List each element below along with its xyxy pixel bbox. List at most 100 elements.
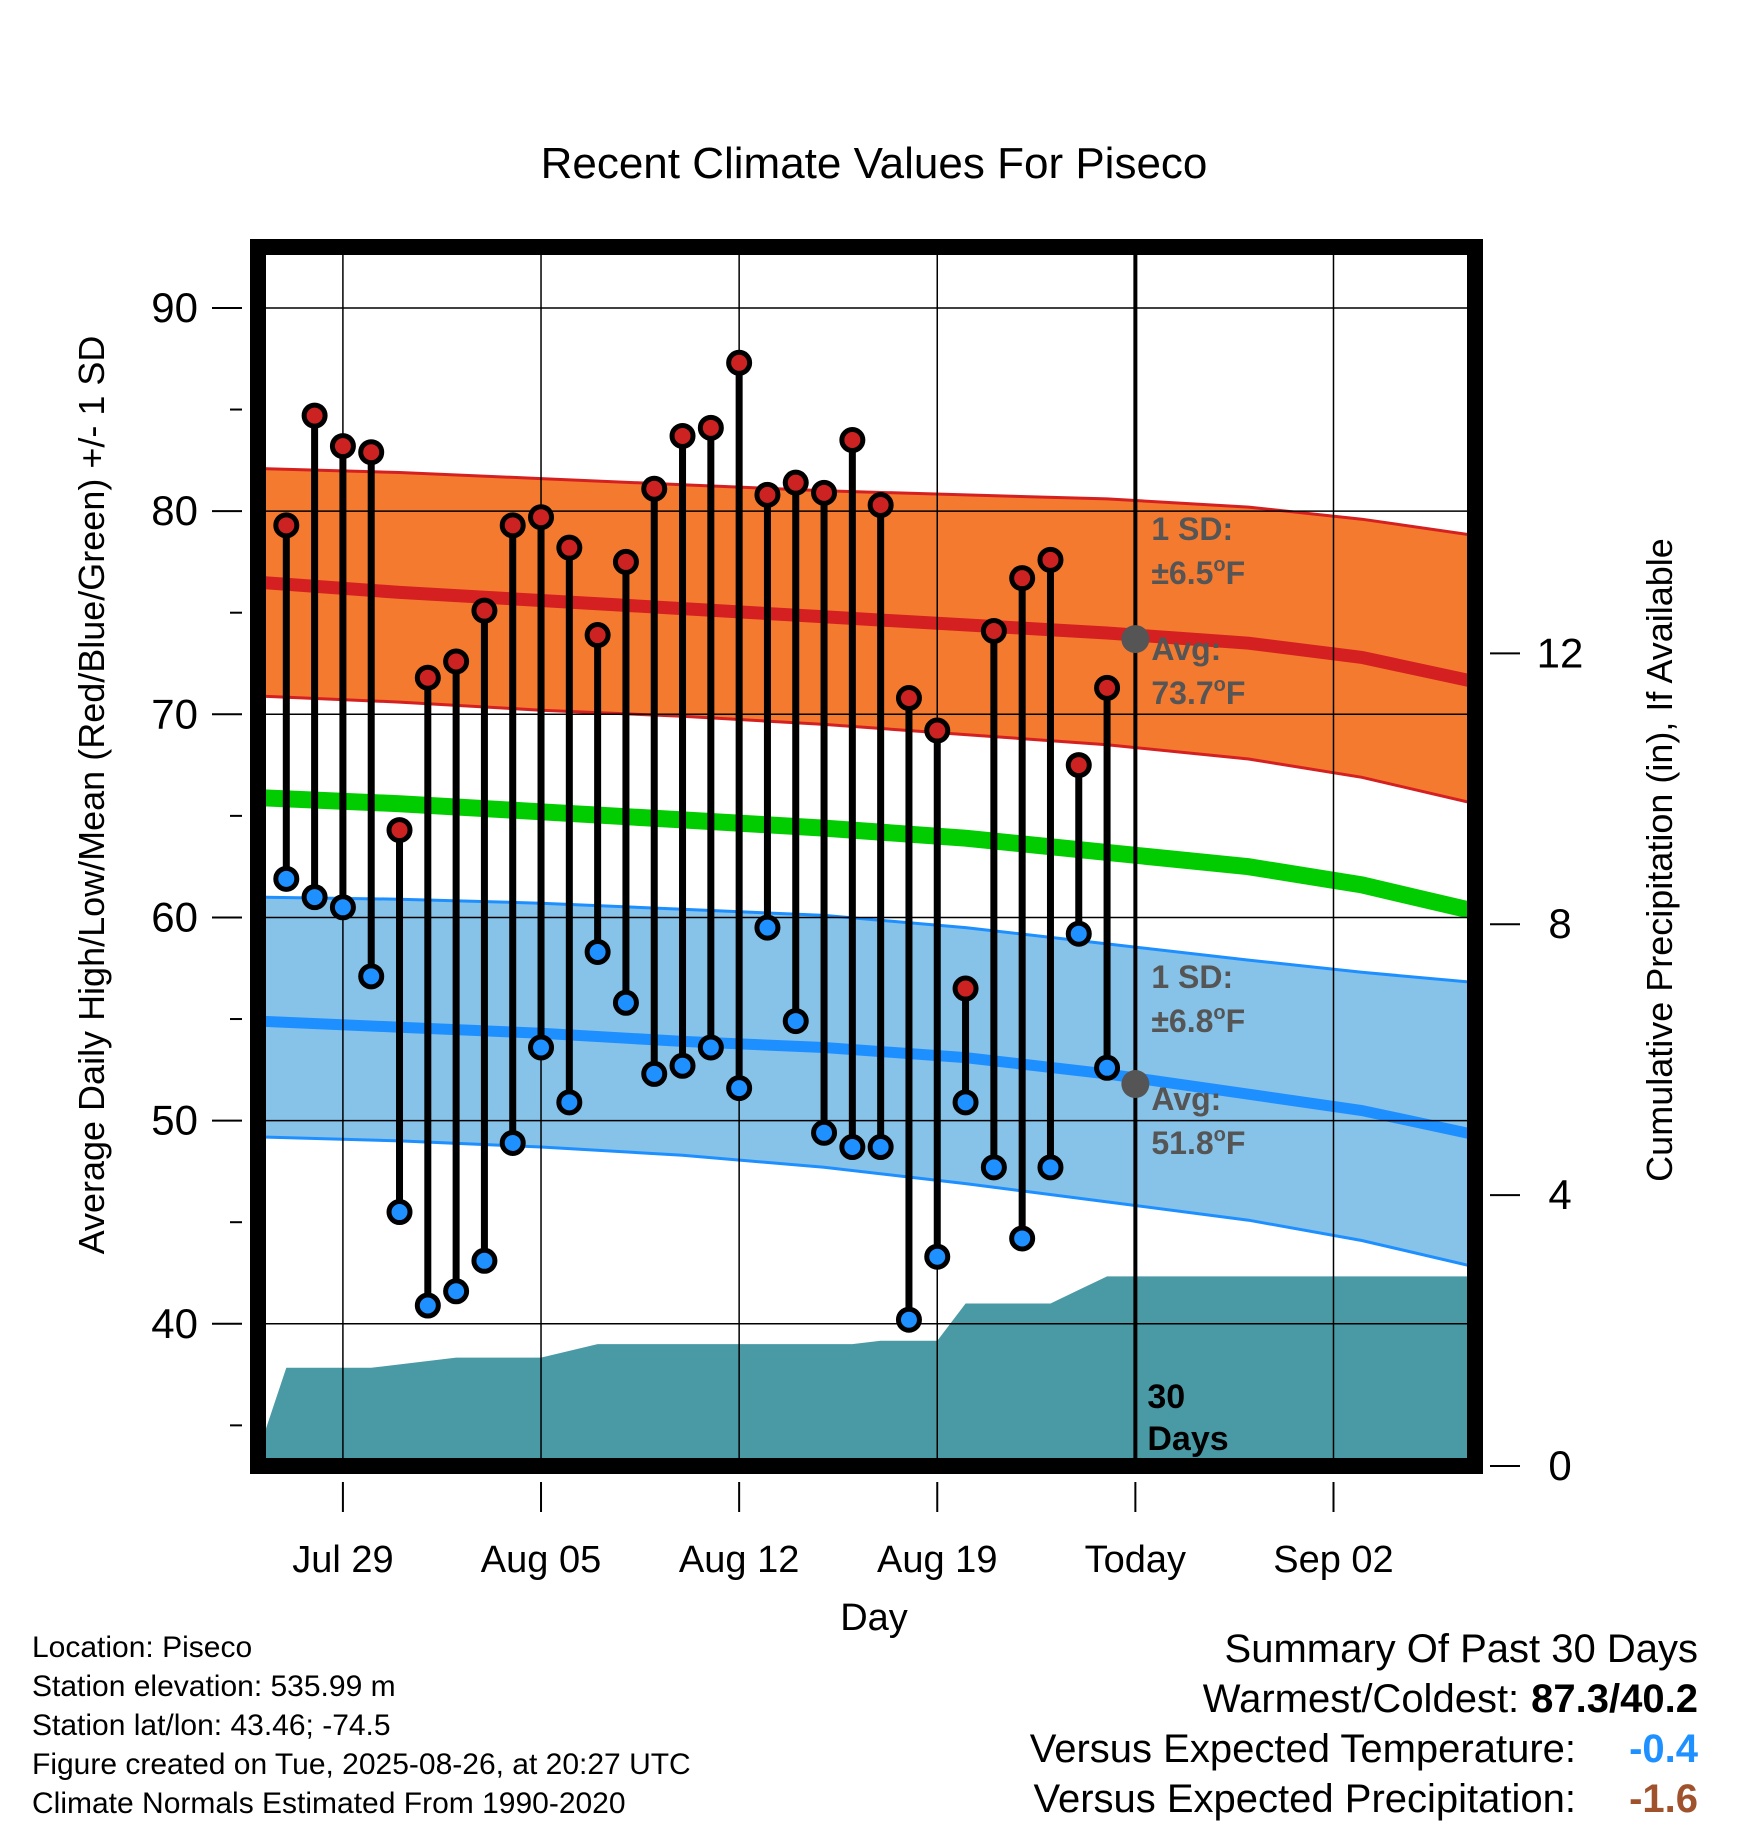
mean-normal-line bbox=[258, 789, 1475, 920]
high-point bbox=[414, 664, 441, 691]
low-sd-value: ±6.8oF bbox=[1151, 1002, 1245, 1039]
high-normal-line bbox=[258, 575, 1475, 689]
temp-label: Versus Expected Temperature: bbox=[1029, 1727, 1576, 1771]
y-tick-label: 90 bbox=[151, 284, 198, 331]
high-point bbox=[867, 492, 894, 519]
x-axis-ticks: Jul 29 Aug 05 Aug 12 Aug 19 Today Sep 02 bbox=[292, 1482, 1394, 1581]
low-point bbox=[1037, 1154, 1064, 1181]
warmest-label: Warmest/Coldest: bbox=[1202, 1677, 1520, 1721]
low-point bbox=[726, 1075, 753, 1102]
high-point bbox=[697, 414, 724, 441]
low-point bbox=[811, 1119, 838, 1146]
x-tick-label: Aug 19 bbox=[877, 1539, 997, 1581]
high-point bbox=[952, 975, 979, 1002]
low-point bbox=[273, 865, 300, 892]
low-normal-line bbox=[258, 1015, 1475, 1141]
high-point bbox=[273, 512, 300, 539]
low-point bbox=[1094, 1054, 1121, 1081]
high-point bbox=[528, 504, 555, 531]
y-tick-label: 40 bbox=[151, 1300, 198, 1347]
low-point bbox=[697, 1034, 724, 1061]
x-tick-label: Today bbox=[1085, 1539, 1186, 1581]
low-upper-edge bbox=[258, 895, 1475, 984]
high-point bbox=[641, 475, 668, 502]
temp-value: -0.4 bbox=[1629, 1727, 1698, 1771]
y2-axis-ticks: 0 4 8 12 bbox=[1490, 629, 1583, 1489]
low-point bbox=[612, 989, 639, 1016]
precip-row: Versus Expected Precipitation: -1.6 bbox=[1030, 1774, 1698, 1824]
high-point bbox=[358, 439, 385, 466]
low-point bbox=[301, 884, 328, 911]
high-sd-band bbox=[258, 468, 1475, 804]
warmest-row: Warmest/Coldest: 87.3/40.2 bbox=[1030, 1674, 1698, 1724]
low-point bbox=[782, 1008, 809, 1035]
y-tick-label: 60 bbox=[151, 893, 198, 940]
low-avg-label: Avg: bbox=[1151, 1081, 1221, 1117]
x-axis-label: Day bbox=[840, 1597, 908, 1639]
station-info: Location: Piseco Station elevation: 535.… bbox=[32, 1628, 691, 1823]
high-point bbox=[499, 512, 526, 539]
high-point bbox=[471, 597, 498, 624]
window-count-label: 30 bbox=[1147, 1378, 1185, 1416]
x-tick-label: Aug 12 bbox=[679, 1539, 799, 1581]
high-point bbox=[1009, 565, 1036, 592]
low-point bbox=[329, 894, 356, 921]
high-point bbox=[782, 469, 809, 496]
today-low-normal-marker bbox=[1121, 1070, 1150, 1099]
high-point bbox=[556, 534, 583, 561]
high-point bbox=[839, 427, 866, 454]
low-sd-band bbox=[258, 897, 1475, 1267]
window-unit-label: Days bbox=[1147, 1420, 1228, 1458]
warmest-value: 87.3/40.2 bbox=[1531, 1677, 1698, 1721]
x-tick-label: Jul 29 bbox=[292, 1539, 393, 1581]
low-avg-value: 51.8oF bbox=[1151, 1124, 1245, 1161]
low-sd-label: 1 SD: bbox=[1151, 959, 1233, 995]
high-sd-value: ±6.5oF bbox=[1151, 554, 1245, 591]
low-point bbox=[386, 1199, 413, 1226]
high-avg-label: Avg: bbox=[1151, 631, 1221, 667]
y2-tick-label: 8 bbox=[1548, 900, 1571, 947]
high-point bbox=[1094, 674, 1121, 701]
today-high-normal-marker bbox=[1121, 625, 1150, 654]
y2-tick-label: 12 bbox=[1537, 629, 1584, 676]
high-point bbox=[329, 433, 356, 460]
low-point bbox=[584, 938, 611, 965]
high-point bbox=[895, 685, 922, 712]
low-point bbox=[867, 1134, 894, 1161]
low-point bbox=[839, 1134, 866, 1161]
high-avg-value: 73.7oF bbox=[1151, 674, 1245, 711]
high-point bbox=[612, 548, 639, 575]
y-tick-label: 70 bbox=[151, 690, 198, 737]
high-point bbox=[980, 617, 1007, 644]
y2-tick-label: 4 bbox=[1548, 1171, 1571, 1218]
low-point bbox=[641, 1060, 668, 1087]
y-axis-ticks: 40 50 60 70 80 90 bbox=[151, 284, 242, 1427]
high-upper-edge bbox=[258, 467, 1475, 537]
summary-title: Summary Of Past 30 Days bbox=[1224, 1627, 1698, 1671]
plot-frame bbox=[250, 239, 1483, 1474]
high-point bbox=[726, 349, 753, 376]
location-text: Location: Piseco bbox=[32, 1631, 253, 1664]
y2-tick-label: 0 bbox=[1548, 1442, 1571, 1489]
low-point bbox=[528, 1034, 555, 1061]
chart-title: Recent Climate Values For Piseco bbox=[541, 139, 1208, 188]
low-lower-edge bbox=[258, 1135, 1475, 1269]
high-point bbox=[584, 622, 611, 649]
low-point bbox=[980, 1154, 1007, 1181]
low-point bbox=[895, 1306, 922, 1333]
summary-panel: Summary Of Past 30 Days Warmest/Coldest:… bbox=[1030, 1624, 1698, 1824]
x-tick-label: Sep 02 bbox=[1273, 1539, 1393, 1581]
created-text: Figure created on Tue, 2025-08-26, at 20… bbox=[32, 1748, 691, 1781]
low-point bbox=[1009, 1225, 1036, 1252]
high-point bbox=[301, 402, 328, 429]
high-lower-edge bbox=[258, 694, 1475, 806]
daily-range-group bbox=[273, 349, 1121, 1333]
low-point bbox=[358, 963, 385, 990]
high-point bbox=[924, 717, 951, 744]
y-axis-label: Average Daily High/Low/Mean (Red/Blue/Gr… bbox=[71, 336, 112, 1255]
high-point bbox=[811, 479, 838, 506]
latlon-text: Station lat/lon: 43.46; -74.5 bbox=[32, 1709, 391, 1742]
high-point bbox=[669, 422, 696, 449]
high-point bbox=[443, 648, 470, 675]
x-tick-label: Aug 05 bbox=[481, 1539, 601, 1581]
